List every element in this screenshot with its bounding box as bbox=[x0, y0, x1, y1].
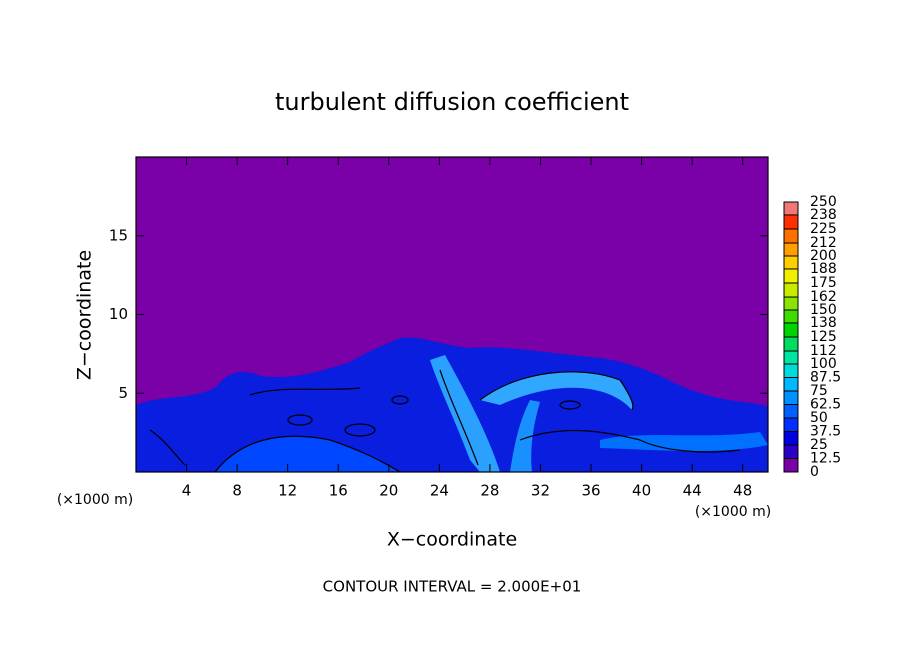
colorbar-label: 200 bbox=[810, 248, 837, 264]
colorbar-label: 238 bbox=[810, 207, 837, 223]
colorbar-bin bbox=[784, 431, 798, 445]
colorbar-bin bbox=[784, 391, 798, 405]
colorbar-bin bbox=[784, 283, 798, 298]
colorbar-bin bbox=[784, 268, 798, 283]
colorbar-label: 175 bbox=[810, 275, 837, 291]
colorbar-bin bbox=[784, 310, 798, 323]
x-tick-label: 20 bbox=[379, 482, 398, 500]
colorbar-bin bbox=[784, 256, 798, 269]
colorbar-bin bbox=[784, 322, 798, 337]
colorbar-bin bbox=[784, 202, 798, 215]
colorbar-bin bbox=[784, 214, 798, 229]
colorbar-bin bbox=[784, 418, 798, 432]
y-tick-label: 15 bbox=[109, 226, 128, 244]
colorbar-bin bbox=[784, 297, 798, 310]
x-tick-label: 32 bbox=[531, 482, 550, 500]
y-axis-label: Z−coordinate bbox=[74, 250, 96, 380]
colorbar-label: 150 bbox=[810, 302, 837, 318]
colorbar-label: 138 bbox=[810, 315, 837, 331]
colorbar-label: 212 bbox=[810, 235, 837, 251]
colorbar-label: 50 bbox=[810, 410, 828, 426]
x-tick-label: 28 bbox=[480, 482, 499, 500]
colorbar-label: 250 bbox=[810, 194, 837, 210]
x-tick-label: 8 bbox=[232, 482, 242, 500]
x-tick-label: 40 bbox=[632, 482, 651, 500]
colorbar-bin bbox=[784, 404, 798, 418]
colorbar-label: 62.5 bbox=[810, 397, 841, 413]
x-tick-label: 44 bbox=[683, 482, 702, 500]
colorbar-label: 75 bbox=[810, 383, 828, 399]
x-unit-label: (×1000 m) bbox=[57, 492, 133, 508]
streak bbox=[430, 355, 500, 472]
colorbar-label: 37.5 bbox=[810, 424, 841, 440]
contour-lines bbox=[149, 369, 741, 473]
streak bbox=[510, 400, 540, 472]
colorbar-bin bbox=[784, 229, 798, 244]
colorbar-bin bbox=[784, 458, 798, 472]
x-unit-label: (×1000 m) bbox=[695, 504, 771, 520]
x-tick-label: 16 bbox=[329, 482, 348, 500]
colorbar-bin bbox=[784, 364, 798, 378]
colorbar-bin bbox=[784, 445, 798, 459]
x-tick-label: 24 bbox=[430, 482, 449, 500]
y-tick-label: 5 bbox=[118, 384, 128, 402]
colorbar-label: 87.5 bbox=[810, 370, 841, 386]
colorbar-label: 100 bbox=[810, 356, 837, 372]
colorbar-label: 188 bbox=[810, 261, 837, 277]
colorbar-label: 25 bbox=[810, 437, 828, 453]
colorbar-bin bbox=[784, 337, 798, 352]
colorbar-bin bbox=[784, 377, 798, 391]
y-tick-label: 10 bbox=[109, 305, 128, 323]
colorbar-label: 12.5 bbox=[810, 451, 841, 467]
colorbar-label: 112 bbox=[810, 343, 837, 359]
streak bbox=[480, 371, 633, 410]
annotation: CONTOUR INTERVAL = 2.000E+01 bbox=[323, 578, 582, 596]
field bbox=[136, 157, 768, 473]
colorbar-label: 225 bbox=[810, 221, 837, 237]
colorbar-bin bbox=[784, 243, 798, 256]
colorbar-label: 162 bbox=[810, 289, 837, 305]
x-tick-label: 48 bbox=[733, 482, 752, 500]
colorbar-label: 0 bbox=[810, 464, 819, 480]
colorbar-bin bbox=[784, 351, 798, 364]
x-tick-label: 12 bbox=[278, 482, 297, 500]
colorbar-label: 125 bbox=[810, 329, 837, 345]
x-tick-label: 4 bbox=[182, 482, 192, 500]
streak bbox=[215, 436, 400, 472]
chart-title: turbulent diffusion coefficient bbox=[275, 88, 629, 116]
streak bbox=[600, 432, 768, 452]
x-axis-label: X−coordinate bbox=[387, 529, 517, 551]
x-tick-label: 36 bbox=[581, 482, 600, 500]
